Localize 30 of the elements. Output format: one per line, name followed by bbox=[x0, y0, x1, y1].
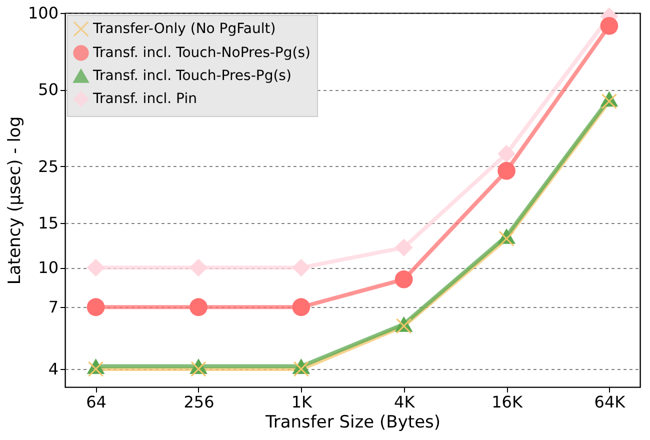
y-tick-label: 4 bbox=[48, 360, 58, 379]
x-tick-label: 1K bbox=[291, 392, 313, 412]
point bbox=[394, 270, 413, 288]
legend-label: Transfer-Only (No PgFault) bbox=[92, 21, 276, 37]
legend-label: Transf. incl. Touch-Pres-Pg(s) bbox=[92, 68, 292, 84]
legend-label: Transf. incl. Pin bbox=[92, 91, 197, 107]
y-tick-label: 50 bbox=[38, 80, 58, 100]
point bbox=[86, 258, 105, 277]
y-tick-label: 7 bbox=[48, 298, 58, 317]
x-tick-label: 64K bbox=[594, 392, 626, 412]
x-tick-label: 16K bbox=[492, 392, 523, 412]
x-tick-label: 64 bbox=[86, 392, 106, 412]
y-tick-label: 15 bbox=[38, 213, 58, 232]
x-tick-label: 256 bbox=[184, 392, 214, 412]
legend-label: Transf. incl. Touch-NoPres-Pg(s) bbox=[92, 45, 310, 61]
point bbox=[190, 298, 208, 316]
point bbox=[86, 298, 105, 316]
x-axis-title: Transfer Size (Bytes) bbox=[264, 412, 441, 432]
point bbox=[498, 144, 516, 163]
point bbox=[498, 162, 516, 180]
point bbox=[190, 258, 208, 277]
point bbox=[394, 238, 413, 256]
y-axis-title: Latency (μsec) - log bbox=[4, 116, 25, 285]
point bbox=[600, 16, 618, 35]
x-tick-label: 4K bbox=[394, 392, 416, 412]
y-tick-label: 10 bbox=[38, 258, 58, 278]
y-tick-label: 100 bbox=[28, 4, 58, 22]
point bbox=[292, 298, 310, 316]
point bbox=[292, 258, 310, 277]
y-tick-label: 25 bbox=[38, 156, 58, 176]
